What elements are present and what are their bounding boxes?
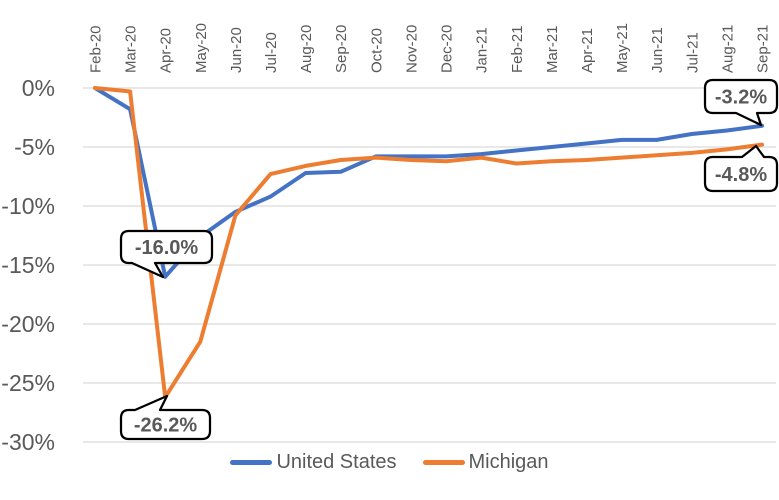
x-axis-label: Jul-20 xyxy=(263,32,280,73)
x-axis-label: Oct-20 xyxy=(368,28,385,73)
callout-bubble xyxy=(703,78,779,127)
y-axis-label: -30% xyxy=(1,429,55,455)
x-axis-label: Feb-20 xyxy=(88,25,105,73)
x-axis-label: Dec-20 xyxy=(439,25,456,73)
y-axis-label: 0% xyxy=(22,75,55,101)
callout-bubble xyxy=(703,144,779,193)
x-axis-label: Mar-20 xyxy=(123,25,140,73)
x-axis-label: Jun-21 xyxy=(649,27,666,73)
y-axis-label: -10% xyxy=(1,193,55,219)
x-axis-label: Apr-21 xyxy=(579,28,596,73)
legend-label-michigan: Michigan xyxy=(468,451,549,473)
y-axis-label: -5% xyxy=(14,134,55,160)
callout-value-label: -4.8% xyxy=(715,164,767,186)
x-axis-label: Sep-21 xyxy=(755,25,772,73)
x-axis-label: Sep-20 xyxy=(333,25,350,73)
x-axis-label: May-20 xyxy=(193,23,210,73)
x-axis-label: Jan-21 xyxy=(474,27,491,73)
callout-bubble xyxy=(119,229,214,279)
callout-bubble xyxy=(119,394,212,441)
y-axis-label: -25% xyxy=(1,370,55,396)
legend: United States Michigan xyxy=(0,451,779,474)
michigan-line-swatch-icon xyxy=(422,460,465,465)
callout-value-label: -3.2% xyxy=(715,87,767,109)
legend-item-michigan: Michigan xyxy=(422,451,549,474)
legend-label-united-states: United States xyxy=(276,451,397,473)
x-axis-label: Aug-20 xyxy=(298,25,315,73)
legend-item-united-states: United States xyxy=(230,451,397,474)
callout-value-label: -26.2% xyxy=(134,415,198,437)
x-axis-label: Mar-21 xyxy=(544,25,561,73)
x-axis-label: Nov-20 xyxy=(403,25,420,73)
united-states-line-swatch-icon xyxy=(230,460,273,465)
x-axis-label: Feb-21 xyxy=(509,25,526,73)
x-axis-label: Aug-21 xyxy=(719,25,736,73)
series-line-michigan xyxy=(93,86,764,400)
x-axis-label: May-21 xyxy=(614,23,631,73)
y-axis-label: -20% xyxy=(1,311,55,337)
y-axis-label: -15% xyxy=(1,252,55,278)
x-axis-label: Jun-20 xyxy=(228,27,245,73)
callout-value-label: -16.0% xyxy=(135,237,199,259)
x-axis-label: Apr-20 xyxy=(158,28,175,73)
x-axis-label: Jul-21 xyxy=(684,32,701,73)
